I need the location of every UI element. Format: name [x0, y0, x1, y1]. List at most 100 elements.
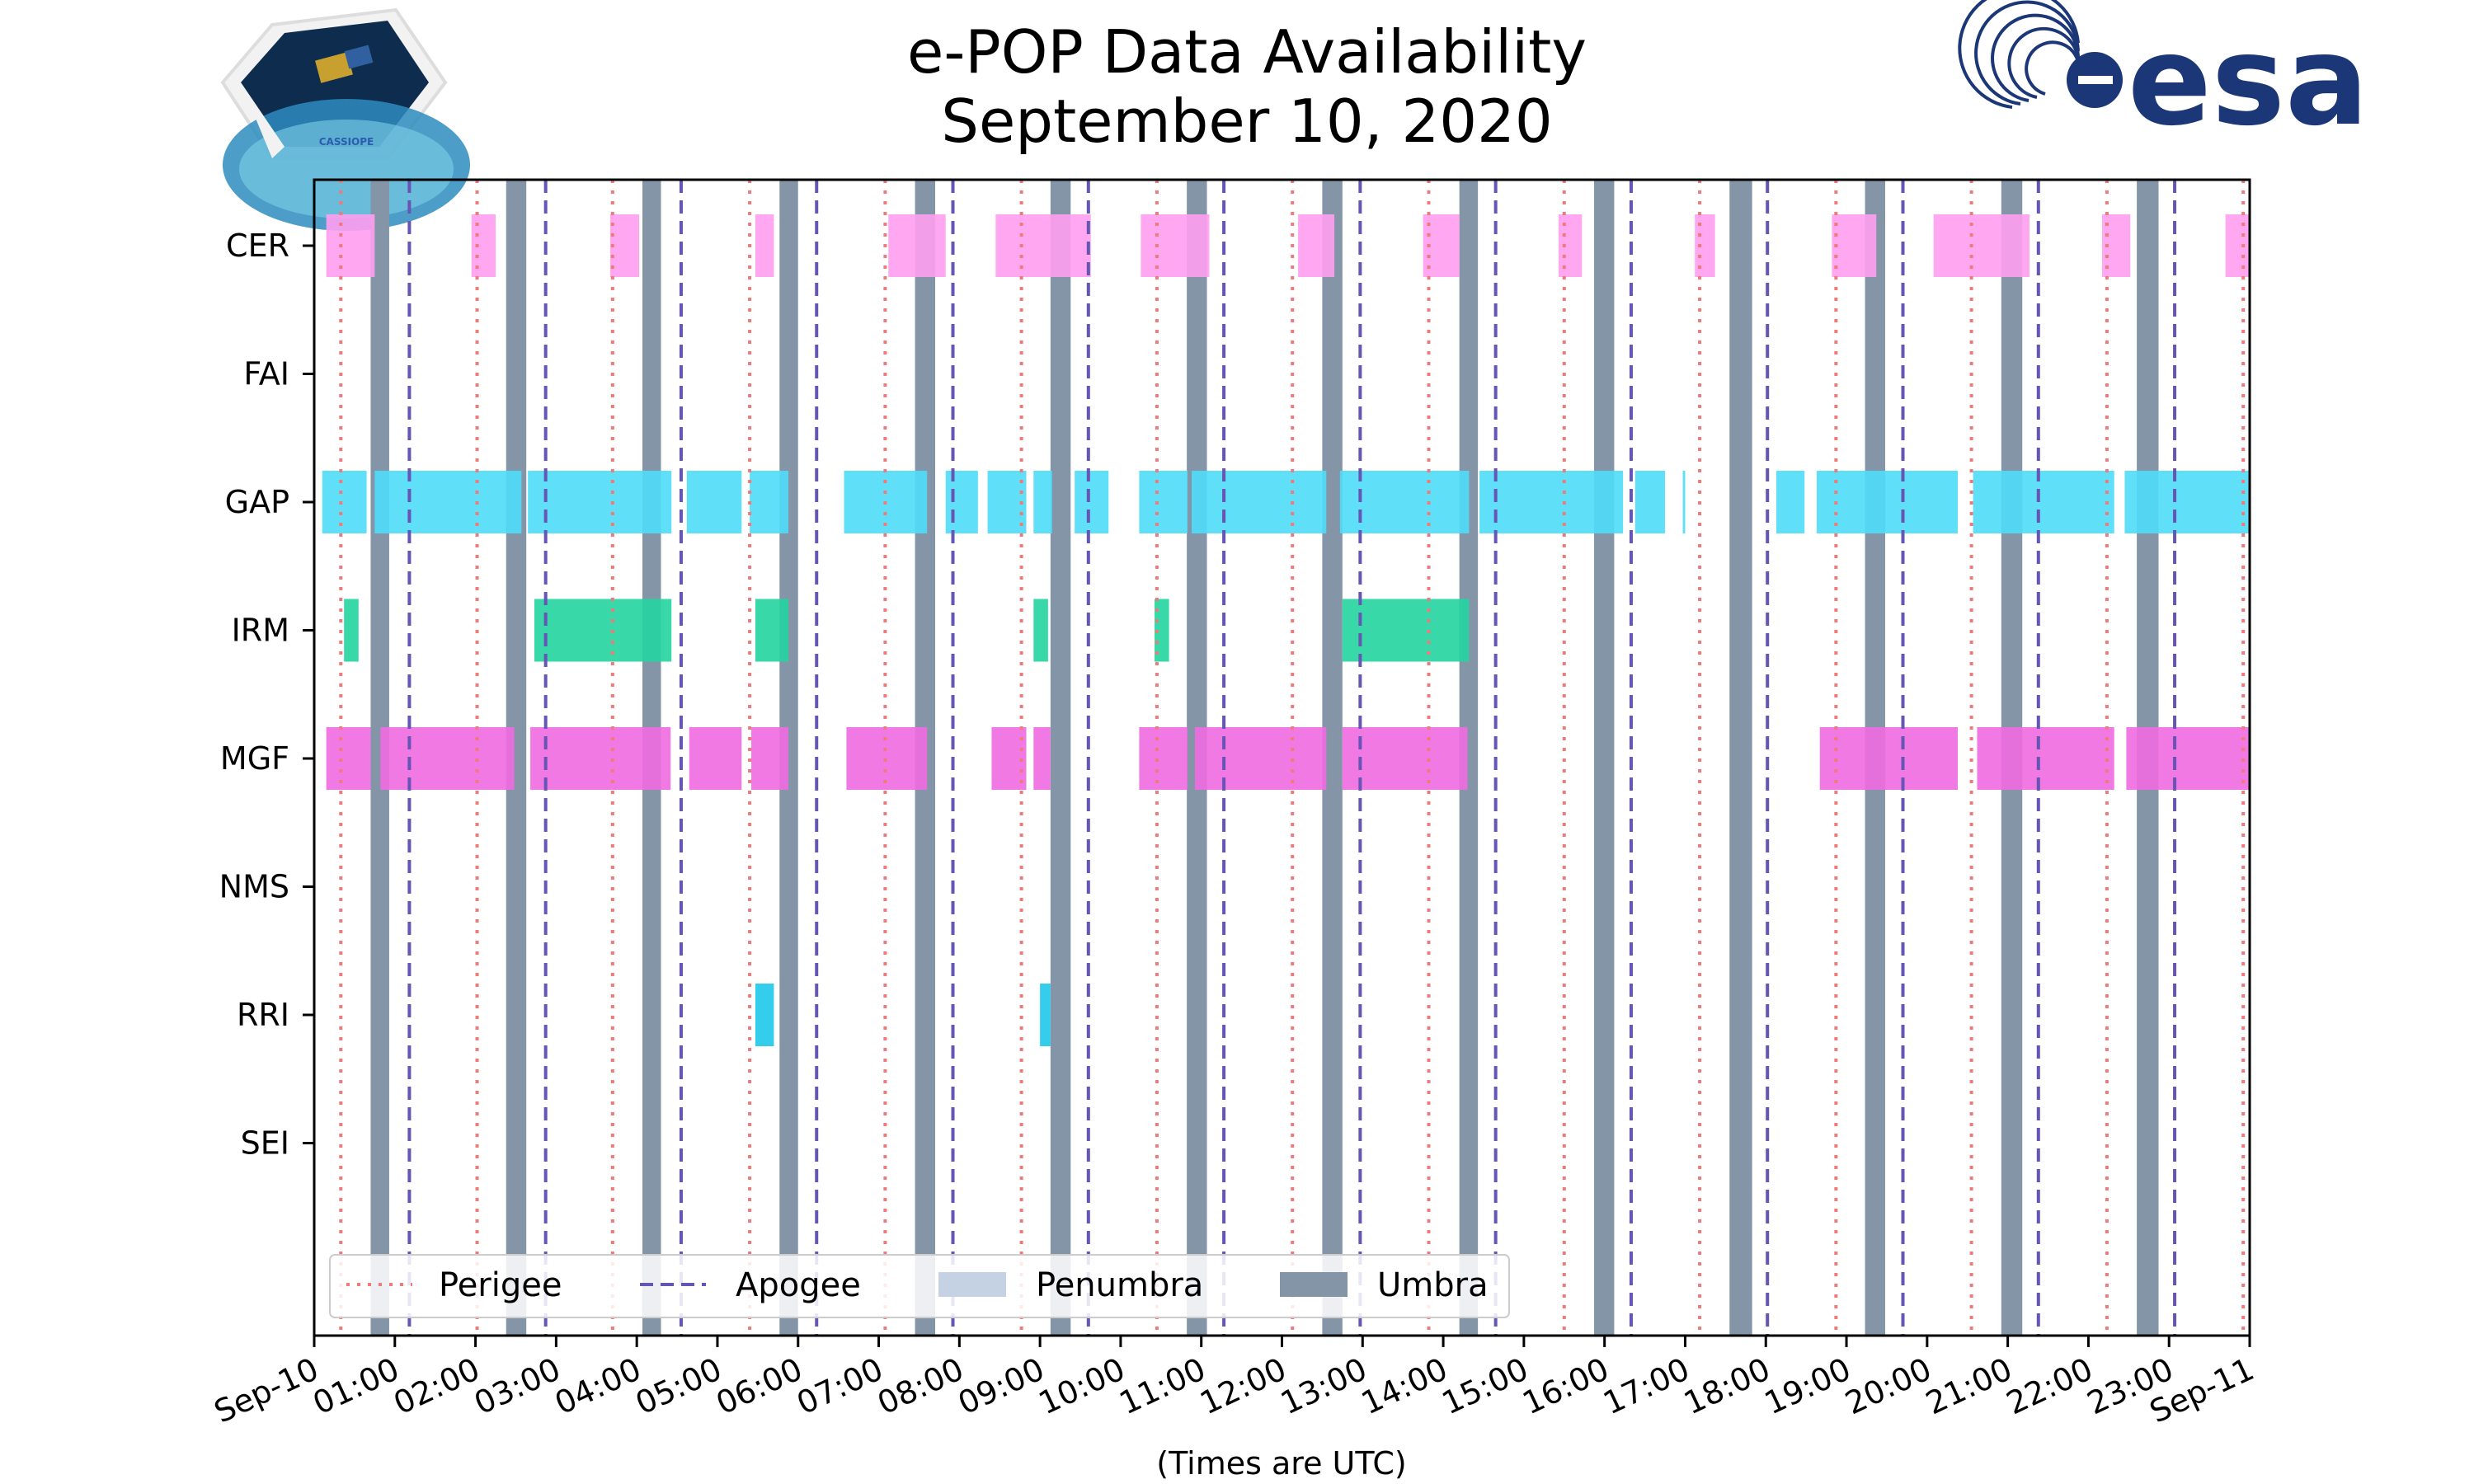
- bar-cer-9: [1558, 214, 1583, 277]
- umbra-band-0: [370, 180, 389, 1336]
- bar-gap-9: [1075, 471, 1109, 533]
- y-axis: CER FAI GAP IRM MGF NMS RRI SEI: [219, 228, 314, 1162]
- bar-irm-0: [344, 599, 359, 662]
- x-tick-label-22: 22:00: [2001, 1350, 2098, 1421]
- x-tick-label-0: Sep-10: [209, 1350, 324, 1430]
- bar-cer-3: [755, 214, 774, 277]
- bar-cer-1: [471, 214, 496, 277]
- x-tick-label-9: 09:00: [952, 1350, 1050, 1421]
- x-tick-label-2: 02:00: [388, 1350, 486, 1421]
- bar-cer-14: [2225, 214, 2250, 277]
- y-tick-label-gap: GAP: [225, 484, 289, 520]
- bar-mgf-2: [530, 727, 671, 790]
- bar-mgf-13: [2126, 727, 2250, 790]
- bar-mgf-11: [1819, 727, 1958, 790]
- bar-irm-2: [755, 599, 789, 662]
- bar-gap-4: [750, 471, 789, 533]
- bar-gap-11: [1191, 471, 1327, 533]
- umbra-band-8: [1459, 180, 1479, 1336]
- x-tick-label-12: 12:00: [1194, 1350, 1291, 1421]
- x-tick-label-20: 20:00: [1840, 1350, 1937, 1421]
- umbra-band-3: [779, 180, 798, 1336]
- orbit-markers: [339, 180, 2246, 1336]
- bar-mgf-3: [689, 727, 742, 790]
- chart-title-line1: e-POP Data Availability: [907, 17, 1587, 87]
- bar-cer-7: [1298, 214, 1335, 277]
- bar-mgf-0: [326, 727, 371, 790]
- bar-mgf-9: [1194, 727, 1327, 790]
- bar-cer-0: [326, 214, 375, 277]
- x-axis-label: (Times are UTC): [1156, 1445, 1406, 1482]
- x-tick-label-17: 17:00: [1597, 1350, 1695, 1421]
- legend-penumbra-label: Penumbra: [1036, 1266, 1203, 1304]
- esa-logo-text: esa: [2128, 10, 2368, 153]
- x-tick-label-13: 13:00: [1275, 1350, 1372, 1421]
- bar-rri-1: [1040, 984, 1051, 1046]
- umbra-band-5: [1050, 180, 1071, 1336]
- bar-cer-2: [609, 214, 640, 277]
- legend-perigee-label: Perigee: [439, 1266, 562, 1304]
- y-tick-label-nms: NMS: [219, 869, 289, 905]
- x-tick-label-7: 07:00: [791, 1350, 888, 1421]
- bar-mgf-1: [380, 727, 515, 790]
- bar-gap-10: [1139, 471, 1188, 533]
- x-tick-label-8: 08:00: [872, 1350, 969, 1421]
- bar-rri-0: [755, 984, 774, 1046]
- bar-cer-4: [888, 214, 946, 277]
- bar-gap-2: [528, 471, 672, 533]
- x-tick-label-19: 19:00: [1759, 1350, 1856, 1421]
- bar-cer-12: [1933, 214, 2030, 277]
- esa-logo: esa: [1958, 0, 2368, 153]
- y-tick-label-sei: SEI: [241, 1125, 289, 1162]
- bar-gap-14: [1634, 471, 1666, 533]
- bar-mgf-4: [751, 727, 789, 790]
- bar-gap-8: [1033, 471, 1052, 533]
- x-tick-label-5: 05:00: [630, 1350, 727, 1421]
- bar-mgf-12: [1977, 727, 2114, 790]
- bar-gap-13: [1479, 471, 1624, 533]
- bar-irm-1: [534, 599, 672, 662]
- bar-gap-3: [686, 471, 742, 533]
- x-tick-label-16: 16:00: [1517, 1350, 1615, 1421]
- legend-umbra-label: Umbra: [1377, 1266, 1489, 1304]
- x-tick-label-1: 01:00: [308, 1350, 405, 1421]
- y-tick-label-mgf: MGF: [220, 740, 289, 777]
- y-tick-label-cer: CER: [226, 228, 289, 264]
- bar-gap-16: [1776, 471, 1805, 533]
- bar-gap-1: [374, 471, 522, 533]
- legend-box: [329, 1254, 1510, 1318]
- bar-cer-11: [1832, 214, 1877, 277]
- umbra-band-9: [1593, 180, 1615, 1336]
- x-tick-label-14: 14:00: [1356, 1350, 1453, 1421]
- cassiope-logo-label: CASSIOPE: [319, 136, 374, 148]
- legend-penumbra-swatch: [938, 1272, 1006, 1297]
- y-tick-label-rri: RRI: [237, 997, 289, 1033]
- legend: Perigee Apogee Penumbra Umbra: [329, 1254, 1510, 1318]
- x-tick-label-11: 11:00: [1114, 1350, 1211, 1421]
- cassiope-logo: CASSIOPE: [220, 7, 470, 231]
- umbra-band-10: [1729, 180, 1752, 1336]
- bar-mgf-7: [1033, 727, 1051, 790]
- bar-irm-4: [1154, 599, 1169, 662]
- bar-cer-6: [1141, 214, 1210, 277]
- bar-mgf-10: [1342, 727, 1468, 790]
- bar-gap-15: [1682, 471, 1686, 533]
- x-tick-label-6: 06:00: [711, 1350, 808, 1421]
- availability-bars: [322, 214, 2250, 1046]
- x-axis: Sep-1001:0002:0003:0004:0005:0006:0007:0…: [209, 1336, 2260, 1430]
- bar-cer-5: [995, 214, 1091, 277]
- x-tick-label-21: 21:00: [1921, 1350, 2018, 1421]
- bar-irm-5: [1342, 599, 1470, 662]
- x-tick-label-18: 18:00: [1678, 1350, 1776, 1421]
- x-tick-label-10: 10:00: [1033, 1350, 1131, 1421]
- bar-gap-6: [945, 471, 978, 533]
- legend-apogee-label: Apogee: [736, 1266, 861, 1304]
- x-tick-label-3: 03:00: [468, 1350, 566, 1421]
- y-tick-label-fai: FAI: [243, 356, 289, 392]
- bar-mgf-8: [1139, 727, 1188, 790]
- bar-gap-19: [2124, 471, 2250, 533]
- x-tick-label-4: 04:00: [549, 1350, 647, 1421]
- bar-gap-0: [322, 471, 367, 533]
- bar-cer-10: [1695, 214, 1715, 277]
